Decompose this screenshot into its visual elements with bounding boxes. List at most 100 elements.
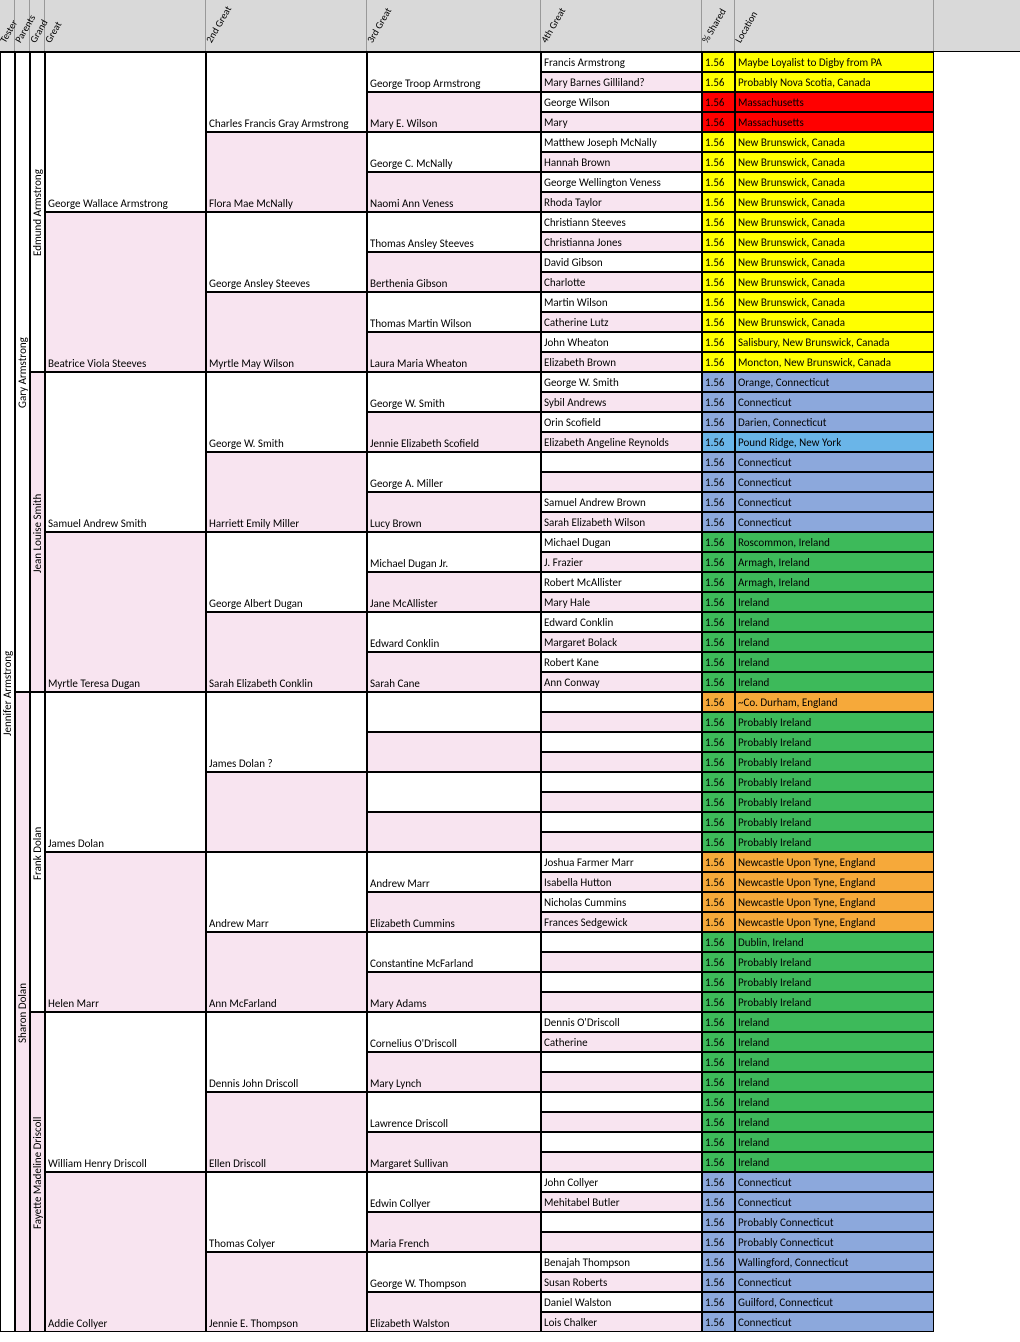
ancestor-cell: George W. Smith	[367, 372, 541, 412]
table-row: 1.56Probably Ireland	[541, 732, 934, 752]
g4-name: Edward Conklin	[541, 612, 702, 632]
location: Ireland	[735, 1152, 934, 1172]
g4-name: Sybil Andrews	[541, 392, 702, 412]
ancestor-cell: Jennie Elizabeth Scofield	[367, 412, 541, 452]
g4-name: Susan Roberts	[541, 1272, 702, 1292]
g4-name	[541, 452, 702, 472]
pct-shared: 1.56	[702, 1092, 735, 1112]
table-row: 1.56Probably Ireland	[541, 992, 934, 1012]
location: Connecticut	[735, 512, 934, 532]
location: New Brunswick, Canada	[735, 292, 934, 312]
ancestor-cell: Andrew Marr	[367, 852, 541, 892]
pct-shared: 1.56	[702, 772, 735, 792]
location: Guilford, Connecticut	[735, 1292, 934, 1312]
header-location: Location	[735, 0, 934, 51]
g4-name	[541, 752, 702, 772]
ancestor-cell: Edmund Armstrong	[30, 52, 45, 372]
location: Probably Ireland	[735, 952, 934, 972]
ancestor-cell: Michael Dugan Jr.	[367, 532, 541, 572]
location: Connecticut	[735, 472, 934, 492]
location: Newcastle Upon Tyne, England	[735, 892, 934, 912]
g4-name	[541, 1212, 702, 1232]
pct-shared: 1.56	[702, 1212, 735, 1232]
location: Massachusetts	[735, 92, 934, 112]
location: Ireland	[735, 1012, 934, 1032]
ancestor-cell: George W. Thompson	[367, 1252, 541, 1292]
ancestor-cell: Mary Adams	[367, 972, 541, 1012]
ancestor-cell: Elizabeth Walston	[367, 1292, 541, 1332]
header-parents: Parents	[15, 0, 30, 51]
pct-shared: 1.56	[702, 812, 735, 832]
location: New Brunswick, Canada	[735, 252, 934, 272]
location: New Brunswick, Canada	[735, 272, 934, 292]
table-row: 1.56Probably Ireland	[541, 772, 934, 792]
g4-name: Mehitabel Butler	[541, 1192, 702, 1212]
table-row: Hannah Brown1.56New Brunswick, Canada	[541, 152, 934, 172]
ancestor-cell: Dennis John Driscoll	[206, 1012, 367, 1092]
ancestor-cell: Sarah Cane	[367, 652, 541, 692]
location: New Brunswick, Canada	[735, 232, 934, 252]
table-row: Samuel Andrew Brown1.56Connecticut	[541, 492, 934, 512]
pct-shared: 1.56	[702, 752, 735, 772]
ancestor-cell: Ann McFarland	[206, 932, 367, 1012]
col-rows: Francis Armstrong1.56Maybe Loyalist to D…	[541, 52, 934, 1332]
location: Moncton, New Brunswick, Canada	[735, 352, 934, 372]
pct-shared: 1.56	[702, 992, 735, 1012]
g4-name	[541, 972, 702, 992]
table-row: Francis Armstrong1.56Maybe Loyalist to D…	[541, 52, 934, 72]
ancestor-cell	[367, 732, 541, 772]
pct-shared: 1.56	[702, 632, 735, 652]
pct-shared: 1.56	[702, 1032, 735, 1052]
g4-name: George W. Smith	[541, 372, 702, 392]
location: Ireland	[735, 652, 934, 672]
pct-shared: 1.56	[702, 1052, 735, 1072]
pct-shared: 1.56	[702, 512, 735, 532]
table-row: David Gibson1.56New Brunswick, Canada	[541, 252, 934, 272]
table-row: 1.56Probably Ireland	[541, 812, 934, 832]
g4-name	[541, 992, 702, 1012]
table-row: Daniel Walston1.56Guilford, Connecticut	[541, 1292, 934, 1312]
pct-shared: 1.56	[702, 312, 735, 332]
table-row: Ann Conway1.56Ireland	[541, 672, 934, 692]
ancestor-cell: Beatrice Viola Steeves	[45, 212, 206, 372]
table-row: Orin Scofield1.56Darien, Connecticut	[541, 412, 934, 432]
g4-name: Daniel Walston	[541, 1292, 702, 1312]
location: New Brunswick, Canada	[735, 172, 934, 192]
location: Ireland	[735, 1032, 934, 1052]
table-row: Edward Conklin1.56Ireland	[541, 612, 934, 632]
g4-name	[541, 832, 702, 852]
location: Ireland	[735, 1052, 934, 1072]
pct-shared: 1.56	[702, 152, 735, 172]
table-row: Mary1.56Massachusetts	[541, 112, 934, 132]
table-row: 1.56Ireland	[541, 1132, 934, 1152]
pct-shared: 1.56	[702, 1072, 735, 1092]
pct-shared: 1.56	[702, 732, 735, 752]
pct-shared: 1.56	[702, 452, 735, 472]
g4-name	[541, 772, 702, 792]
col-greats: George Wallace ArmstrongBeatrice Viola S…	[45, 52, 206, 1332]
table-row: Susan Roberts1.56Connecticut	[541, 1272, 934, 1292]
pct-shared: 1.56	[702, 232, 735, 252]
pct-shared: 1.56	[702, 532, 735, 552]
table-row: 1.56Probably Ireland	[541, 752, 934, 772]
table-row: 1.56Ireland	[541, 1112, 934, 1132]
table-row: Dennis O'Driscoll1.56Ireland	[541, 1012, 934, 1032]
pct-shared: 1.56	[702, 852, 735, 872]
table-row: 1.56Ireland	[541, 1072, 934, 1092]
ancestor-cell: Lawrence Driscoll	[367, 1092, 541, 1132]
ancestor-cell	[367, 812, 541, 852]
table-row: George Wellington Veness1.56New Brunswic…	[541, 172, 934, 192]
ancestor-cell: Helen Marr	[45, 852, 206, 1012]
header-3rd-great: 3rd Great	[367, 0, 541, 51]
ancestor-cell: Harriett Emily Miller	[206, 452, 367, 532]
table-row: Isabella Hutton1.56Newcastle Upon Tyne, …	[541, 872, 934, 892]
location: New Brunswick, Canada	[735, 132, 934, 152]
location: Ireland	[735, 1092, 934, 1112]
pct-shared: 1.56	[702, 92, 735, 112]
ancestor-cell: Cornelius O'Driscoll	[367, 1012, 541, 1052]
g4-name: Dennis O'Driscoll	[541, 1012, 702, 1032]
pct-shared: 1.56	[702, 912, 735, 932]
pct-shared: 1.56	[702, 292, 735, 312]
ancestor-cell: Ellen Driscoll	[206, 1092, 367, 1172]
location: Orange, Connecticut	[735, 372, 934, 392]
